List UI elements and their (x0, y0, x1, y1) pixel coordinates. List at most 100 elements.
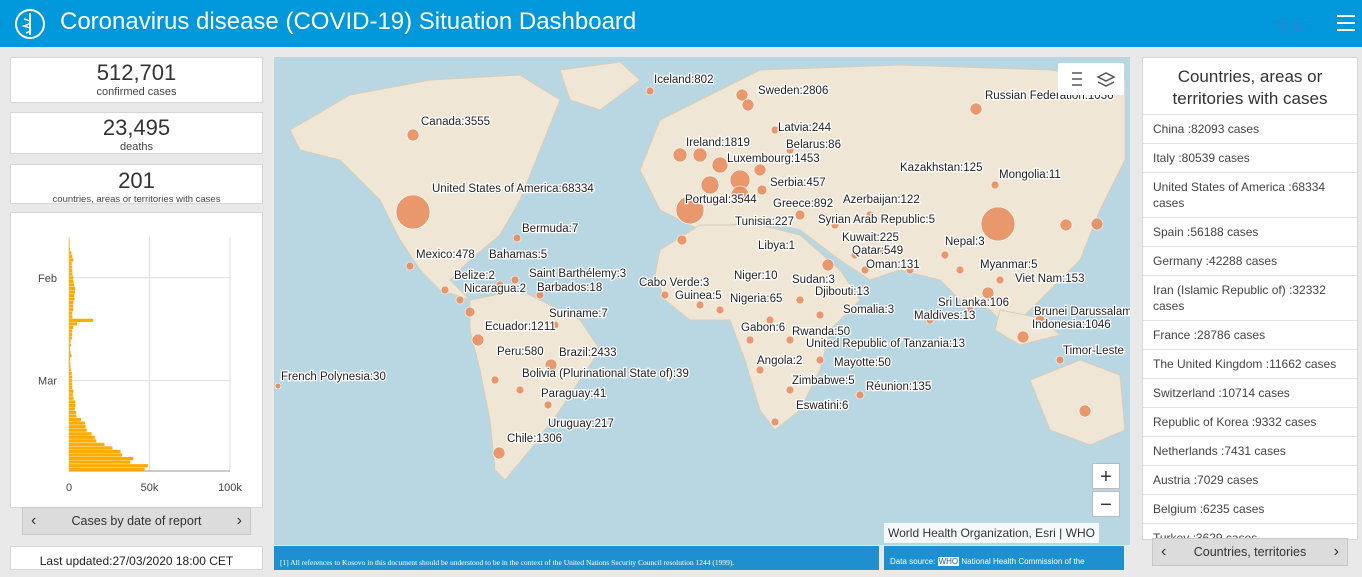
bar (69, 464, 148, 468)
prev-arrow[interactable]: ‹ (1161, 543, 1167, 560)
case-bubble (692, 147, 708, 163)
map-label: Guinea:5 (675, 290, 722, 302)
map-label: Iceland:802 (654, 74, 713, 86)
bar (69, 318, 94, 322)
map-label: Serbia:457 (770, 177, 826, 189)
map-tools[interactable] (1058, 63, 1124, 95)
country-item: Iran (Islamic Republic of) :32332 cases (1143, 275, 1357, 320)
case-bubble (756, 184, 768, 196)
map-label: Viet Nam:153 (1015, 273, 1084, 285)
bar (69, 435, 95, 439)
map-label: Libya:1 (758, 240, 795, 252)
bar (69, 286, 76, 291)
case-bubble (512, 233, 522, 243)
case-bubble (794, 209, 806, 221)
case-bubble (745, 335, 755, 345)
header-bar: Coronavirus disease (COVID-19) Situation… (0, 0, 1362, 47)
bar (69, 325, 74, 330)
map-label: Uruguay:217 (548, 418, 614, 430)
case-bubble (995, 275, 1005, 285)
map-attribution: World Health Organization, Esri | WHO (884, 523, 1099, 543)
data-source-text: National Health Commission of the (961, 557, 1085, 566)
bar (69, 283, 75, 287)
country-list: China :82093 cases Italy :80539 cases Unit… (1143, 114, 1357, 539)
map-label: Brazil:2433 (559, 347, 617, 359)
bar (69, 265, 72, 269)
case-bubble (492, 446, 506, 460)
case-bubble (990, 180, 1000, 190)
map-label: Bahamas:5 (489, 249, 547, 261)
menu-icon[interactable] (1336, 13, 1356, 33)
case-bubble (740, 295, 750, 305)
bar (69, 442, 105, 447)
bar (69, 279, 74, 283)
bar (69, 396, 74, 400)
who-logo (15, 9, 45, 39)
case-bubble (741, 98, 755, 112)
bar (69, 428, 87, 432)
map-label: Maldives:13 (914, 310, 975, 322)
map-label: Peru:580 (497, 346, 544, 358)
case-bubble (1034, 314, 1046, 326)
stat-label: deaths (119, 141, 154, 153)
language-switch[interactable]: 中文 (1275, 18, 1306, 35)
map-label: Rwanda:50 (792, 326, 850, 338)
map-label: Sri Lanka:106 (938, 297, 1009, 309)
bar (69, 272, 73, 276)
map-label: Syrian Arab Republic:5 (818, 214, 935, 226)
map-label: Sweden:2806 (758, 85, 828, 97)
bar (69, 410, 77, 415)
case-bubble (490, 375, 500, 385)
map-label: Zimbabwe:5 (792, 375, 855, 387)
chart-caption: Cases by date of report (71, 514, 202, 528)
map-label: French Polynesia:30 (281, 371, 386, 383)
zoom-out[interactable]: − (1092, 491, 1120, 517)
case-bubble (660, 290, 670, 300)
bar (69, 371, 72, 376)
bar (69, 389, 74, 393)
case-bubble (1059, 218, 1073, 232)
map-label: Gabon:6 (741, 322, 785, 334)
map-label: Saint Barthélemy:3 (529, 268, 626, 280)
bar (69, 297, 75, 301)
bar (69, 290, 75, 294)
map-label: United Republic of Tanzania:13 (806, 338, 965, 350)
case-bubble (875, 245, 885, 255)
data-source-link[interactable]: WHO (937, 557, 960, 566)
bar (69, 432, 92, 436)
case-bubble (955, 265, 965, 275)
bar (69, 414, 77, 418)
case-bubble (543, 400, 553, 410)
map-label: Indonesia:1046 (1032, 319, 1111, 331)
chart-nav: ‹ Cases by date of report › (22, 507, 251, 535)
zoom-in[interactable]: + (1092, 463, 1120, 489)
map-label: Belize:2 (454, 270, 495, 282)
country-item: Switzerland :10714 cases (1143, 378, 1357, 407)
map-label: Timor-Leste (1063, 345, 1124, 357)
list-caption: Countries, territories (1193, 545, 1307, 559)
map-label: Ireland:1819 (686, 137, 750, 149)
map-label: Cabo Verde:3 (639, 277, 709, 289)
bar (69, 244, 70, 248)
case-bubble (980, 206, 1016, 242)
case-bubble (1055, 355, 1065, 365)
data-source: Data source: WHO National Health Commiss… (884, 546, 1124, 570)
case-bubble (830, 220, 840, 230)
bar (69, 375, 73, 379)
map-label: Mexico:478 (416, 249, 475, 261)
stat-value: 23,495 (102, 115, 171, 140)
country-list-title: Countries, areas or territories with cas… (1172, 67, 1328, 108)
bar (69, 315, 73, 319)
next-arrow[interactable]: › (236, 512, 242, 529)
stat-label: countries, areas or territories with cas… (52, 194, 221, 205)
case-bubble (755, 365, 765, 375)
prev-arrow[interactable]: ‹ (31, 512, 37, 529)
country-item: Republic of Korea :9332 cases (1143, 407, 1357, 436)
case-bubble (795, 295, 805, 305)
map-label: Réunion:135 (866, 381, 931, 393)
case-bubble (715, 305, 725, 315)
case-bubble (965, 305, 975, 315)
next-arrow[interactable]: › (1333, 543, 1339, 560)
bar (69, 364, 71, 369)
